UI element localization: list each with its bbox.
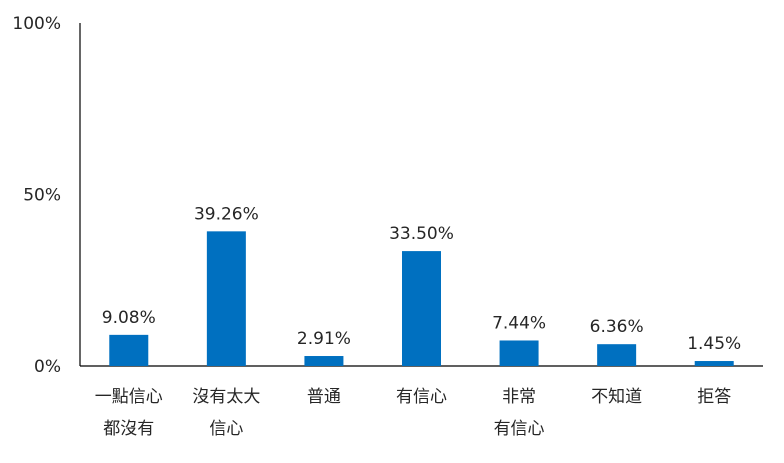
y-tick-label: 100% <box>12 14 61 34</box>
bar <box>206 231 246 366</box>
x-tick-label: 有信心 <box>494 419 545 439</box>
x-tick-label: 一點信心 <box>95 387 163 407</box>
bar-value-label: 9.08% <box>102 308 156 328</box>
bar <box>304 356 344 366</box>
bar <box>109 334 149 366</box>
x-tick-label: 都沒有 <box>103 419 154 439</box>
x-tick-label: 沒有太大 <box>192 387 260 407</box>
bar-value-label: 33.50% <box>389 224 454 244</box>
bar-value-label: 6.36% <box>590 317 644 337</box>
bar-value-label: 1.45% <box>687 334 741 354</box>
x-tick-label: 有信心 <box>396 387 447 407</box>
bar-value-label: 39.26% <box>194 204 259 224</box>
x-tick-label: 拒答 <box>697 387 731 407</box>
y-axis-tick-labels: 0% 50% 100% <box>12 14 61 377</box>
data-labels: 9.08% 39.26% 2.91% 33.50% 7.44% 6.36% 1.45% <box>102 204 741 354</box>
x-tick-label: 不知道 <box>591 387 642 407</box>
bar <box>499 340 539 366</box>
bar <box>402 251 441 366</box>
bars <box>109 231 734 366</box>
y-tick-label: 0% <box>34 357 61 377</box>
bar-value-label: 7.44% <box>492 313 546 333</box>
y-tick-label: 50% <box>23 186 61 206</box>
x-tick-label: 非常 <box>502 387 536 407</box>
bar <box>597 344 637 366</box>
bar-value-label: 2.91% <box>297 329 351 349</box>
x-tick-label: 信心 <box>209 419 243 439</box>
bar <box>694 361 734 366</box>
x-tick-label: 普通 <box>307 387 341 407</box>
